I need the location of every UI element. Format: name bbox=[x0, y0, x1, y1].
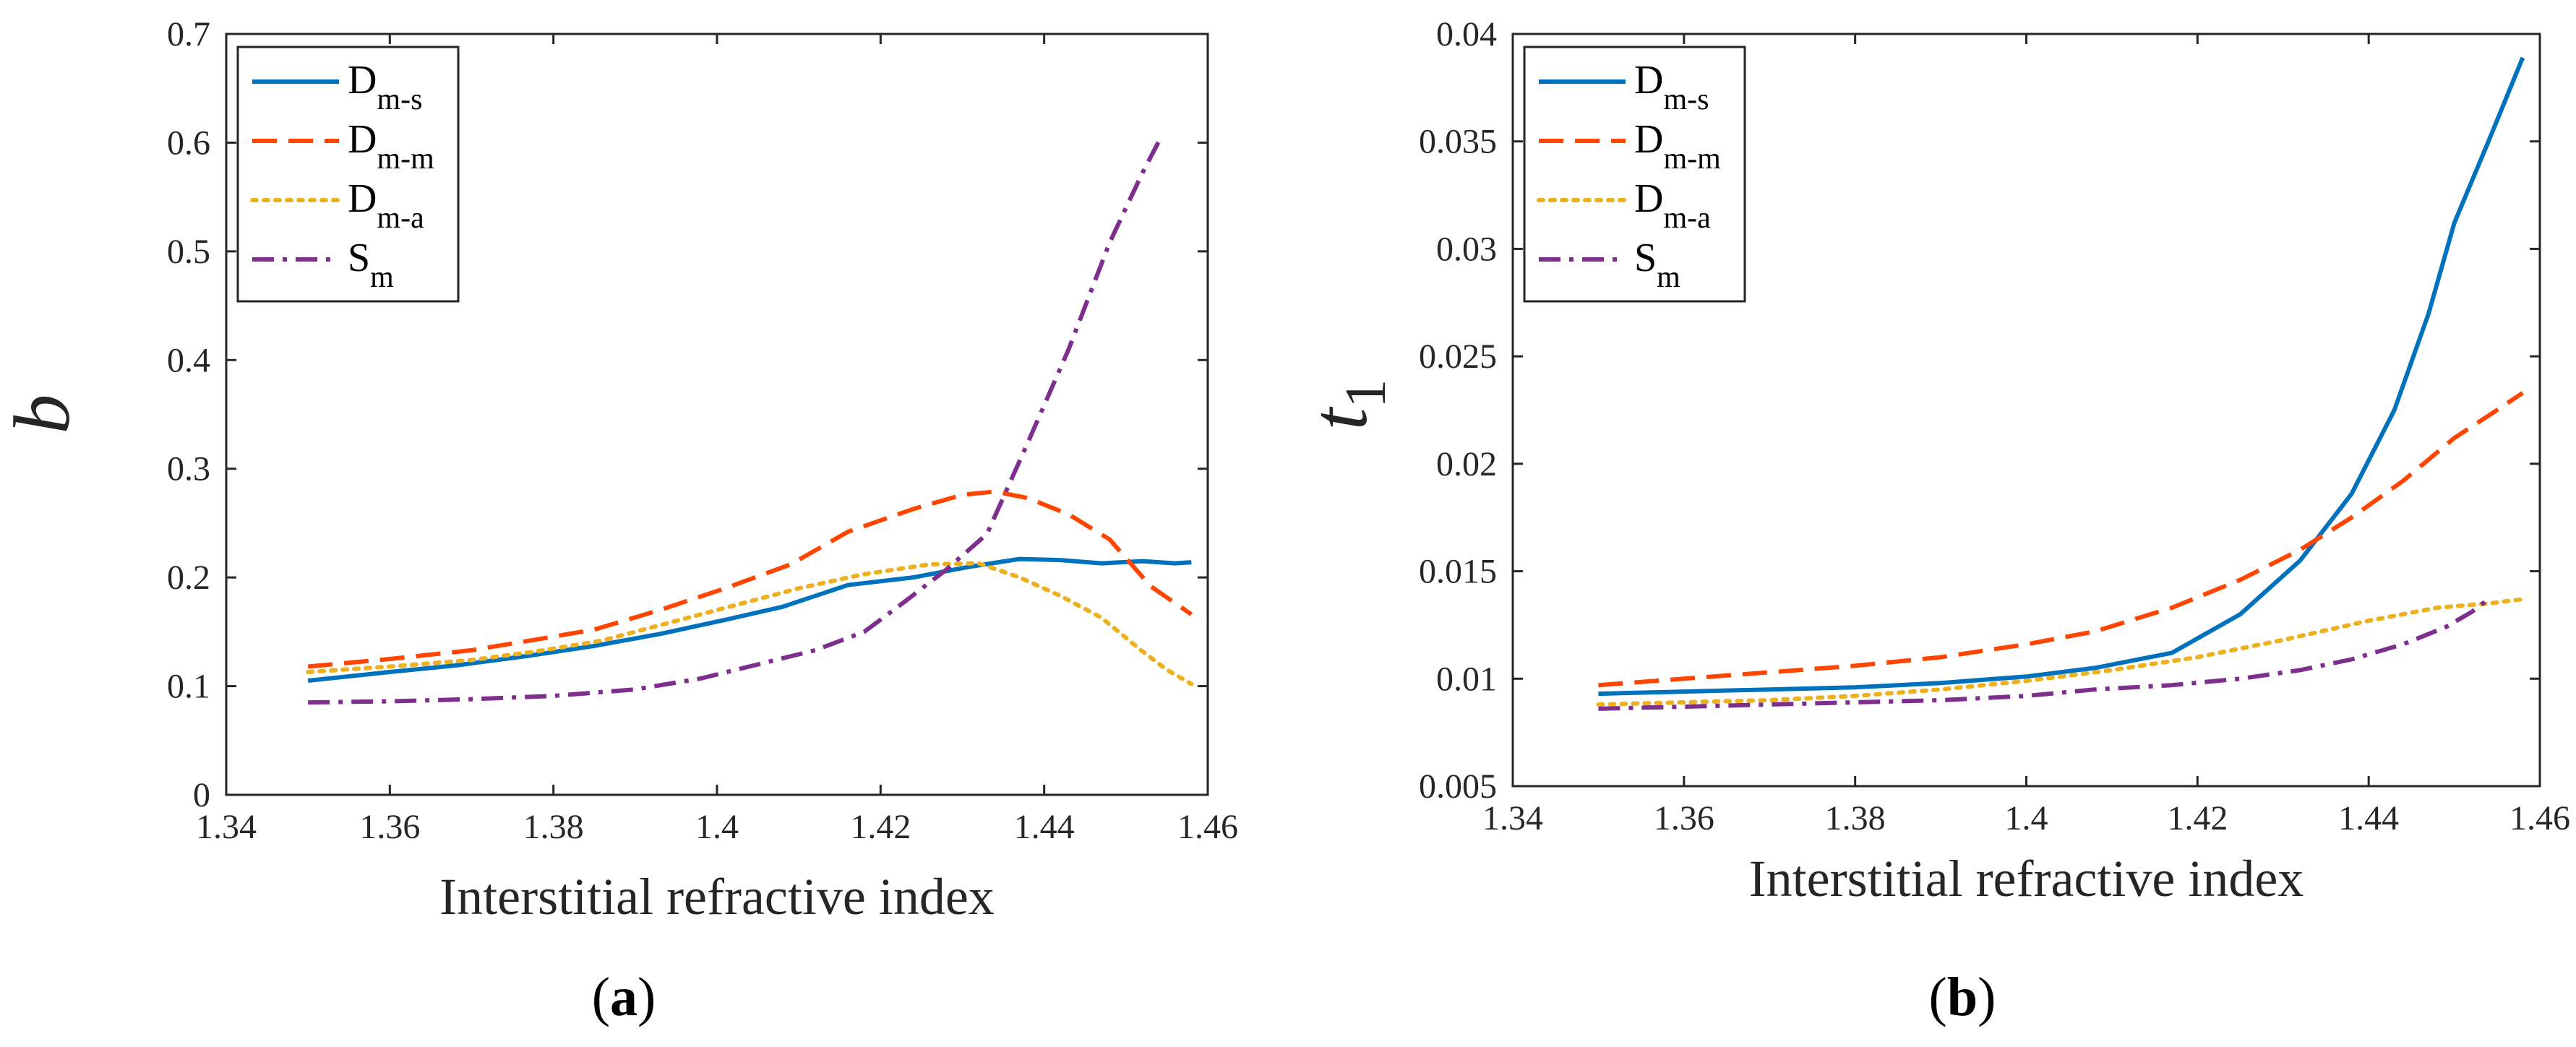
y-tick-label: 0.025 bbox=[1419, 337, 1497, 376]
y-tick-label: 0.5 bbox=[167, 233, 210, 271]
caption-open-paren: ( bbox=[592, 967, 610, 1027]
legend-label-subscript: m-a bbox=[377, 202, 424, 235]
legend-label-main: D bbox=[1634, 58, 1663, 103]
series-line-s-m bbox=[1598, 597, 2490, 711]
x-tick-label: 1.42 bbox=[2167, 799, 2228, 837]
legend-label: Dm-a bbox=[1634, 176, 1711, 235]
legend-box bbox=[236, 46, 460, 303]
y-tick-label: 0.3 bbox=[167, 450, 210, 488]
legend-label: Sm bbox=[348, 236, 394, 294]
legend-label-main: D bbox=[348, 176, 377, 221]
y-axis-label: b bbox=[0, 395, 86, 434]
legend-label-subscript: m-m bbox=[1663, 142, 1721, 176]
y-tick-label: 0 bbox=[193, 776, 210, 814]
caption-letter: a bbox=[610, 967, 637, 1027]
panel-caption: (b) bbox=[1929, 967, 1996, 1027]
y-tick-label: 0.2 bbox=[167, 559, 210, 597]
y-tick-label: 0.7 bbox=[167, 15, 210, 53]
y-tick-label: 0.1 bbox=[167, 668, 210, 706]
series-line-d-ma bbox=[306, 561, 1194, 686]
legend-label: Dm-a bbox=[348, 176, 424, 235]
y-axis-label-subscript: 1 bbox=[1334, 379, 1398, 408]
caption-close-paren: ) bbox=[637, 967, 656, 1027]
panel-caption: (a) bbox=[592, 967, 656, 1027]
legend-label-subscript: m-s bbox=[377, 83, 422, 116]
series-line-d-mm bbox=[1598, 391, 2524, 688]
legend-label: Dm-s bbox=[1634, 58, 1709, 116]
x-tick-label: 1.44 bbox=[1014, 808, 1075, 846]
x-tick-label: 1.36 bbox=[1654, 799, 1714, 837]
x-axis-label: Interstitial refractive index bbox=[1749, 850, 2304, 908]
series-line-d-ms bbox=[1598, 56, 2525, 697]
series-line-s-m bbox=[308, 140, 1161, 705]
legend-label-subscript: m-m bbox=[377, 142, 434, 176]
legend-label-main: D bbox=[1634, 117, 1663, 162]
x-tick-label: 1.4 bbox=[695, 808, 739, 846]
legend-label-main: S bbox=[348, 236, 370, 280]
series-line-d-ma bbox=[1596, 597, 2525, 707]
legend-label-main: D bbox=[1634, 176, 1663, 221]
y-tick-label: 0.015 bbox=[1419, 553, 1497, 591]
panel-b: 1.34 1.36 1.38 1.4 1.42 1.44 1.46 0.005 0.01 0.01… bbox=[1295, 15, 2570, 1027]
legend-label: Dm-m bbox=[1634, 117, 1721, 176]
caption-close-paren: ) bbox=[1978, 967, 1996, 1027]
legend-label-subscript: m bbox=[370, 261, 394, 294]
x-tick-label: 1.42 bbox=[850, 808, 911, 846]
series-line-d-ms bbox=[307, 556, 1192, 683]
y-tick-label: 0.03 bbox=[1436, 230, 1497, 268]
x-tick-label: 1.4 bbox=[2005, 799, 2048, 837]
y-tick-label: 0.02 bbox=[1436, 445, 1497, 483]
panel-a: 1.34 1.36 1.38 1.4 1.42 1.44 1.46 0 0.1 0.2 0.3 0.4… bbox=[0, 15, 1238, 1027]
x-tick-label: 1.38 bbox=[1825, 799, 1886, 837]
legend-label-subscript: m bbox=[1657, 261, 1680, 294]
x-tick-label: 1.46 bbox=[1177, 808, 1238, 846]
y-axis-label: t1 bbox=[1295, 379, 1398, 431]
y-tick-label: 0.035 bbox=[1419, 123, 1497, 161]
caption-open-paren: ( bbox=[1929, 967, 1947, 1027]
x-tick-label: 1.36 bbox=[359, 808, 420, 846]
legend-label: Dm-s bbox=[348, 58, 422, 116]
y-tick-label: 0.005 bbox=[1419, 767, 1497, 806]
caption-letter: b bbox=[1947, 967, 1978, 1027]
series-line-d-mm bbox=[307, 489, 1193, 669]
x-tick-label: 1.46 bbox=[2510, 799, 2570, 837]
y-tick-label: 0.4 bbox=[167, 341, 210, 379]
y-tick-label: 0.6 bbox=[167, 124, 210, 162]
legend-label-main: S bbox=[1634, 236, 1657, 280]
x-tick-label: 1.34 bbox=[196, 808, 257, 846]
legend-label-subscript: m-a bbox=[1663, 202, 1711, 235]
y-tick-label: 0.04 bbox=[1436, 15, 1497, 53]
x-tick-label: 1.44 bbox=[2338, 799, 2399, 837]
y-axis-label-main: b bbox=[0, 395, 86, 434]
x-tick-label: 1.34 bbox=[1482, 799, 1543, 837]
legend-label-subscript: m-s bbox=[1663, 83, 1709, 116]
x-axis-label: Interstitial refractive index bbox=[439, 868, 995, 926]
legend-label-main: D bbox=[348, 117, 377, 162]
x-tick-label: 1.38 bbox=[523, 808, 584, 846]
legend-label: Dm-m bbox=[348, 117, 434, 176]
legend-box bbox=[1523, 46, 1746, 303]
legend-label: Sm bbox=[1634, 236, 1680, 294]
y-axis-label-main: t bbox=[1295, 406, 1383, 430]
y-tick-label: 0.01 bbox=[1436, 660, 1497, 698]
legend-label-main: D bbox=[348, 58, 377, 103]
